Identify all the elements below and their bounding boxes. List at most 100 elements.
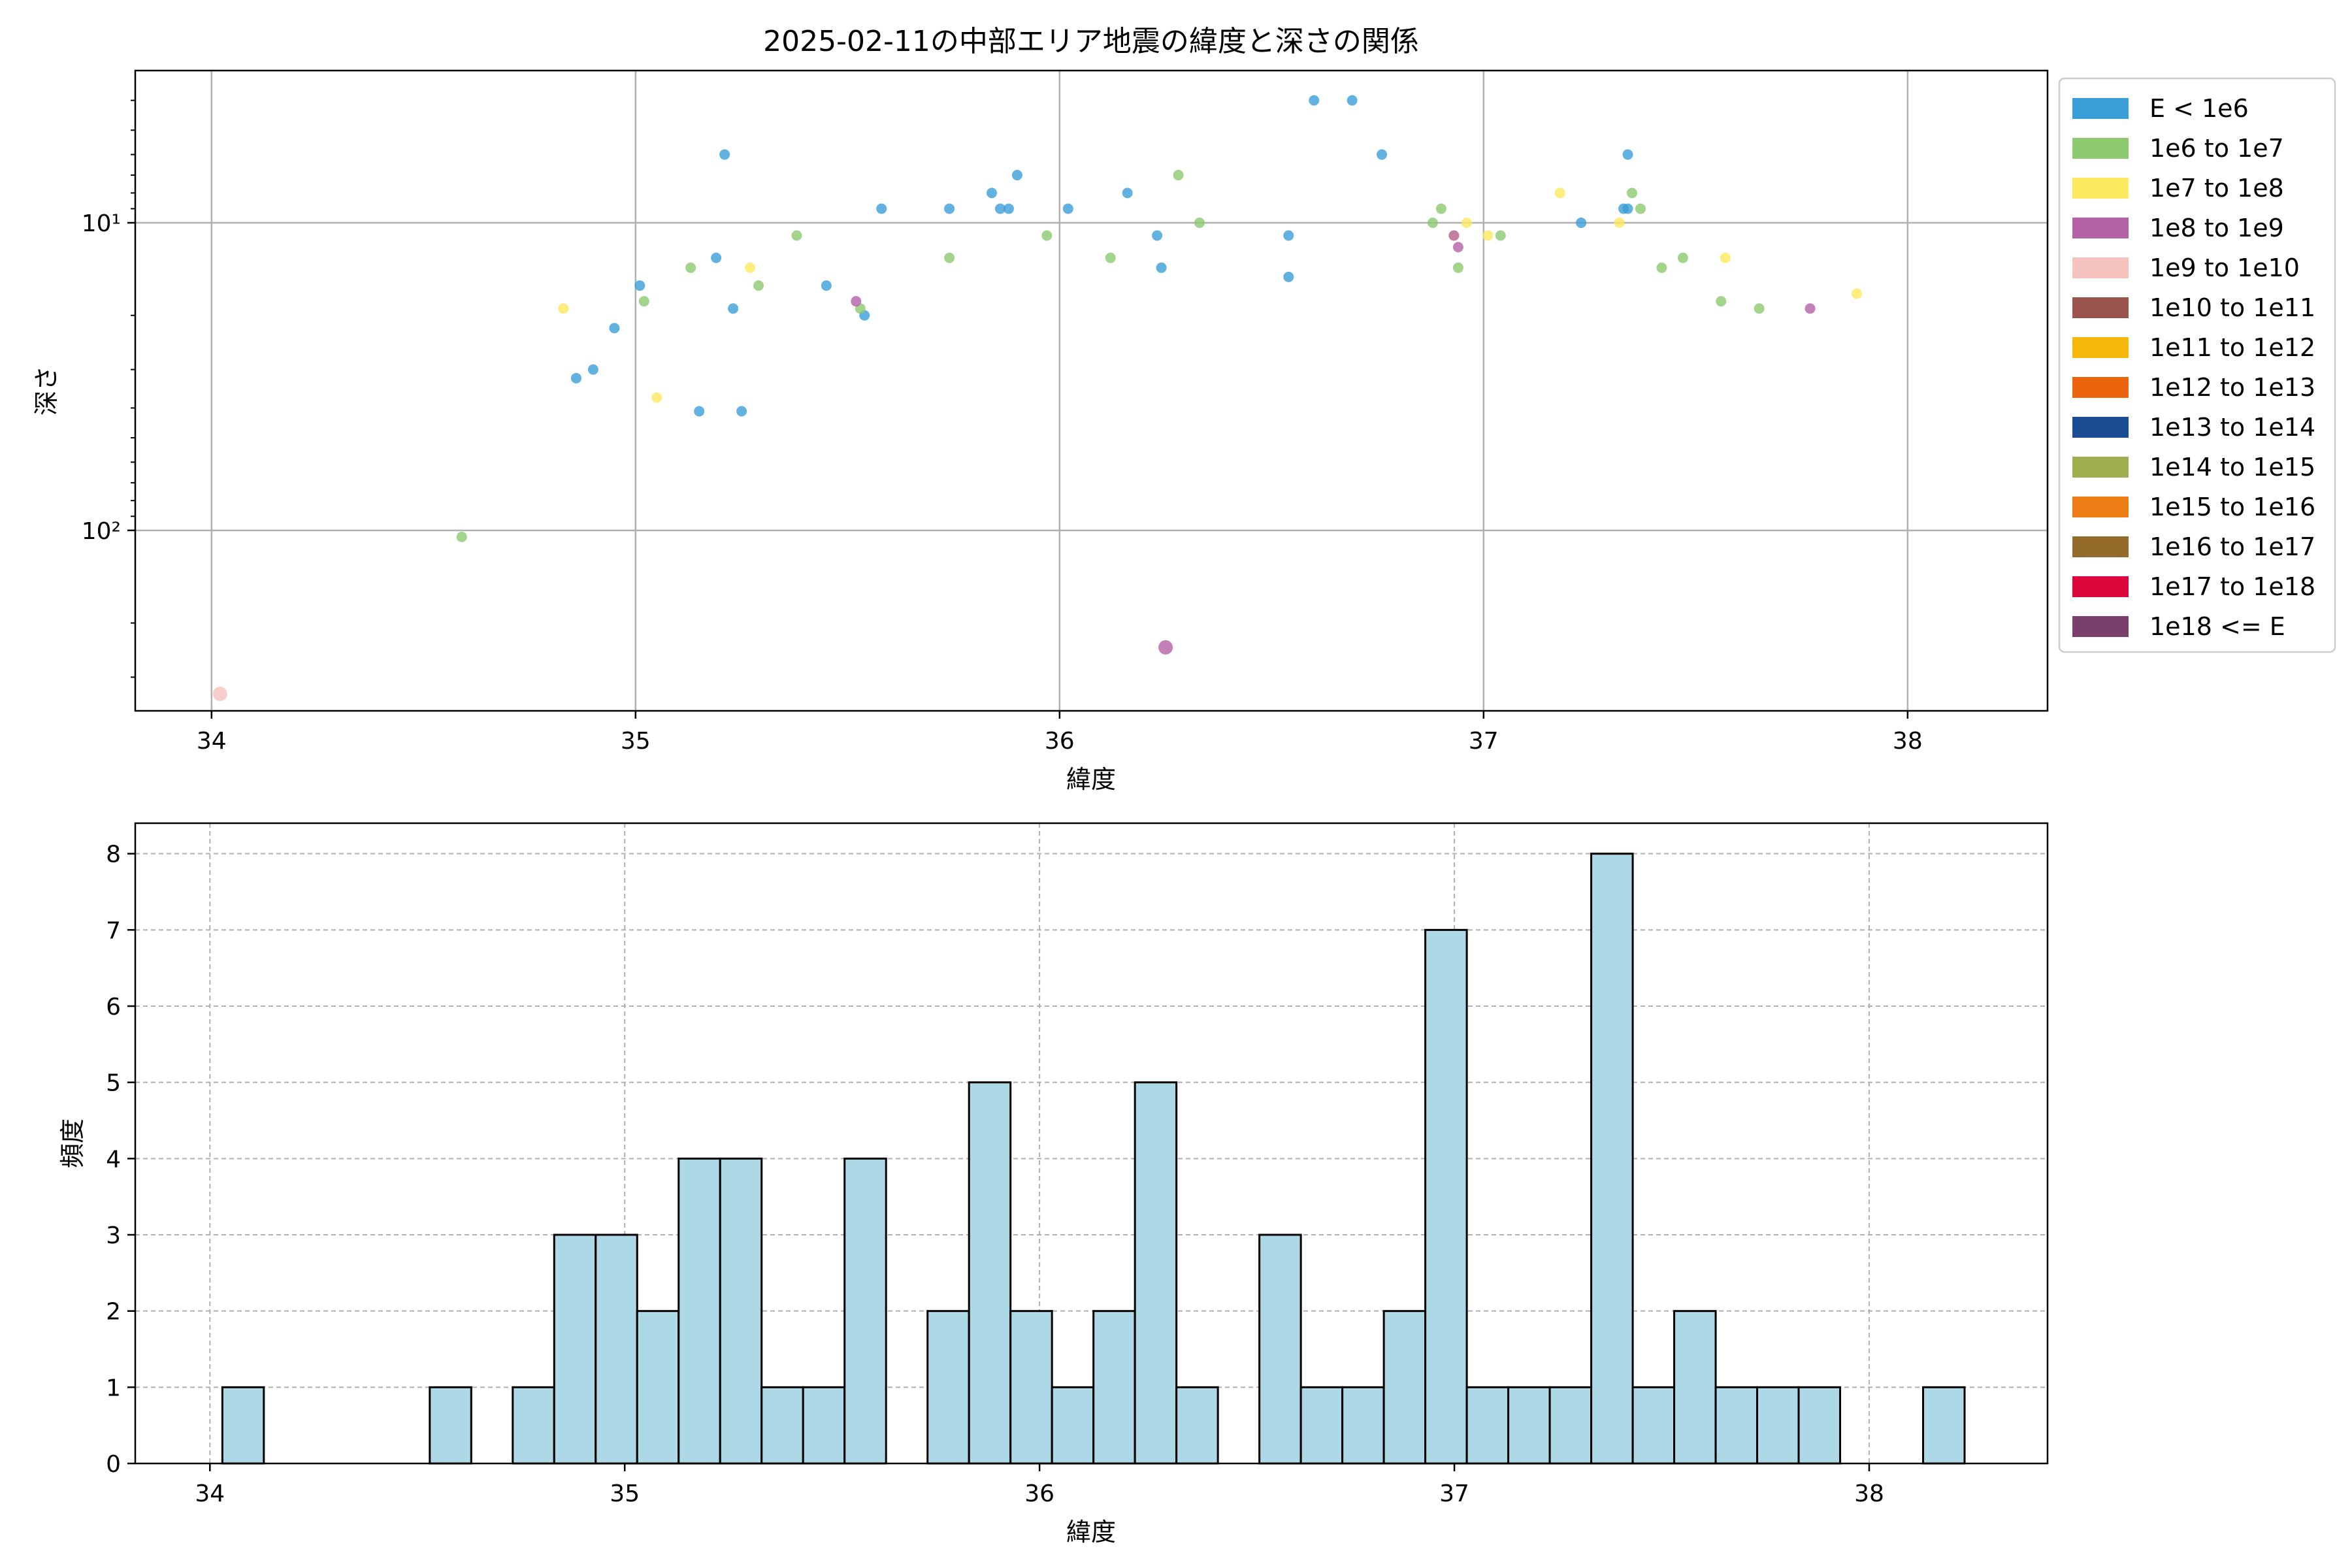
histogram-y-tick-label: 7 (106, 917, 121, 944)
histogram-bar (1051, 1386, 1095, 1465)
scatter-x-ticks: 34 35 36 37 38 (197, 711, 1923, 755)
histogram-bar (429, 1386, 472, 1465)
scatter-point (558, 303, 569, 314)
scatter-point (1011, 170, 1022, 181)
legend-swatch (2072, 497, 2129, 517)
histogram-bar (1382, 1310, 1427, 1465)
scatter-point (1435, 203, 1446, 214)
histogram-bar (802, 1386, 846, 1465)
scatter-point (1158, 640, 1173, 655)
legend-label: 1e8 to 1e9 (2149, 214, 2284, 242)
histogram-bar (1009, 1310, 1053, 1465)
scatter-point (876, 203, 887, 214)
scatter-panel: 2025-02-11の中部エリア地震の緯度と深さの関係 34 35 36 37 38 1… (32, 25, 2049, 794)
legend-swatch (2072, 257, 2129, 278)
scatter-point (587, 364, 598, 375)
histogram-x-tick-label: 35 (610, 1480, 640, 1507)
scatter-point (634, 280, 645, 291)
scatter-point (728, 303, 739, 314)
scatter-point (1461, 217, 1472, 228)
scatter-point (609, 323, 620, 334)
scatter-point (1805, 303, 1816, 314)
legend-label: 1e17 to 1e18 (2149, 572, 2315, 601)
legend: E < 1e6 1e6 to 1e7 1e7 to 1e8 1e8 to 1e9 1e9… (2058, 77, 2336, 653)
scatter-point (1041, 230, 1053, 241)
histogram-bar (1673, 1310, 1717, 1465)
legend-swatch (2072, 178, 2129, 199)
histogram-x-tick-label: 36 (1024, 1480, 1054, 1507)
scatter-y-tick-label: 10¹ (82, 210, 121, 237)
scatter-x-tick-label: 38 (1893, 728, 1923, 755)
histogram-bar (512, 1386, 555, 1465)
legend-label: 1e11 to 1e12 (2149, 333, 2315, 362)
histogram-y-axis-label: 頻度 (58, 1119, 87, 1168)
scatter-point (1452, 242, 1463, 253)
scatter-point (1152, 230, 1163, 241)
scatter-point (719, 149, 730, 160)
histogram-x-axis-label: 緯度 (1066, 1518, 1116, 1546)
scatter-y-tick-label: 10² (82, 518, 121, 545)
scatter-point (944, 203, 955, 214)
legend-swatch (2072, 98, 2129, 119)
scatter-point (212, 687, 227, 702)
histogram-bar (1631, 1386, 1676, 1465)
scatter-point (1622, 149, 1633, 160)
histogram-bar (1548, 1386, 1593, 1465)
scatter-point (1173, 170, 1184, 181)
scatter-point (1622, 203, 1633, 214)
histogram-bar (1797, 1386, 1842, 1465)
legend-swatch (2072, 576, 2129, 597)
scatter-point (994, 203, 1005, 214)
histogram-y-tick-label: 1 (106, 1375, 121, 1401)
histogram-bar (553, 1233, 597, 1465)
scatter-y-ticks: 10¹ 10² (82, 99, 135, 678)
scatter-point (1194, 217, 1205, 228)
scatter-title: 2025-02-11の中部エリア地震の緯度と深さの関係 (763, 25, 1419, 58)
legend-label: 1e16 to 1e17 (2149, 532, 2315, 561)
scatter-point (944, 252, 955, 263)
scatter-point (1554, 188, 1565, 199)
scatter-point (711, 252, 722, 263)
legend-swatch (2072, 616, 2129, 637)
histogram-x-tick-label: 37 (1439, 1480, 1469, 1507)
legend-label: 1e7 to 1e8 (2149, 174, 2284, 203)
histogram-bar (1258, 1233, 1302, 1465)
histogram-y-tick-label: 0 (106, 1451, 121, 1478)
scatter-point (1347, 95, 1358, 106)
histogram-bar (1465, 1386, 1510, 1465)
histogram-bar (1134, 1081, 1178, 1465)
histogram-bar (1507, 1386, 1551, 1465)
histogram-bar (1756, 1386, 1800, 1465)
legend-label: 1e12 to 1e13 (2149, 373, 2315, 402)
scatter-point (1003, 203, 1014, 214)
scatter-point (1309, 95, 1320, 106)
scatter-point (1452, 262, 1463, 273)
histogram-y-tick-label: 3 (106, 1222, 121, 1249)
scatter-y-axis-label: 深さ (32, 366, 61, 416)
histogram-bar (968, 1081, 1012, 1465)
histogram-bar (926, 1310, 970, 1465)
scatter-point (1614, 217, 1625, 228)
scatter-point (791, 230, 802, 241)
legend-swatch (2072, 337, 2129, 358)
legend-frame (2058, 77, 2336, 653)
scatter-point (1851, 288, 1862, 299)
scatter-x-tick-label: 37 (1469, 728, 1499, 755)
histogram-axes-frame (134, 822, 2049, 1465)
scatter-axes-frame (134, 69, 2049, 712)
histogram-bar (221, 1386, 265, 1465)
legend-swatch (2072, 417, 2129, 438)
histogram-y-tick-label: 8 (106, 841, 121, 868)
legend-label: 1e18 <= E (2149, 612, 2285, 641)
scatter-point (1448, 230, 1460, 241)
legend-label: 1e13 to 1e14 (2149, 413, 2315, 442)
legend-label: 1e9 to 1e10 (2149, 253, 2300, 282)
histogram-bar (1714, 1386, 1759, 1465)
histogram-x-ticks: 34 35 36 37 38 (195, 1463, 1884, 1507)
scatter-point (1635, 203, 1646, 214)
scatter-point (753, 280, 764, 291)
scatter-point (1754, 303, 1765, 314)
scatter-points (212, 95, 1862, 702)
legend-label: 1e6 to 1e7 (2149, 134, 2284, 163)
